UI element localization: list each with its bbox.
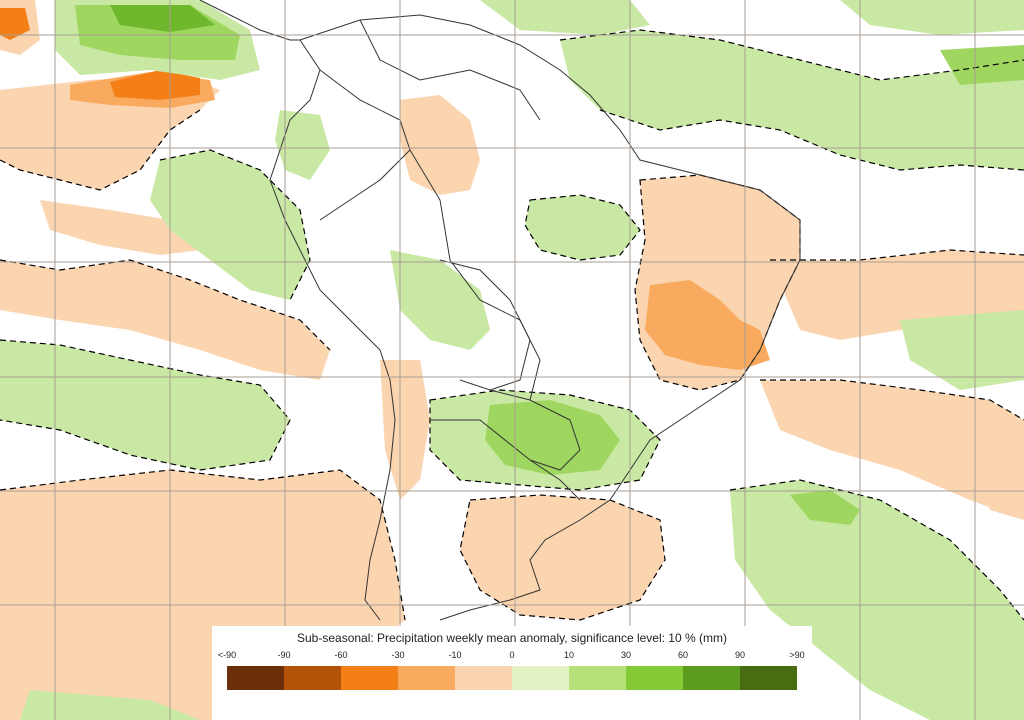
- negative-area-bolivia: [400, 95, 480, 195]
- positive-area-atlantic-northeast: [840, 0, 1024, 35]
- contour-paraguay: [429, 389, 661, 491]
- positive-strong-caribbean: [110, 5, 215, 32]
- positive-mid-atlantic: [790, 490, 860, 525]
- significance-contours: [0, 29, 1024, 621]
- legend-swatch: [227, 666, 284, 690]
- positive-mid-atlantic-north: [940, 45, 1024, 85]
- coastline-south-america-north: [299, 14, 801, 301]
- legend-tick-label: -60: [334, 650, 348, 660]
- contour-pacific-northwest-green: [159, 149, 311, 301]
- legend-tick-label: 60: [677, 650, 689, 660]
- legend-swatch: [512, 666, 569, 690]
- contour-pacific-southwest: [0, 469, 406, 621]
- legend-title: Sub-seasonal: Precipitation weekly mean …: [297, 631, 727, 645]
- legend-tick-label: -90: [277, 650, 291, 660]
- coastline-south-america-east: [439, 299, 781, 621]
- legend-tick-label: -10: [448, 650, 462, 660]
- legend: Sub-seasonal: Precipitation weekly mean …: [212, 626, 812, 720]
- negative-area-atlantic-south: [760, 380, 1024, 520]
- contour-pacific-north: [0, 109, 201, 191]
- negative-area-pacific-band: [40, 200, 200, 255]
- border-brazil-west: [409, 149, 541, 401]
- positive-area-colombia: [275, 110, 330, 180]
- border-colombia: [319, 69, 411, 221]
- legend-swatch: [341, 666, 398, 690]
- coastline-central-america: [199, 0, 300, 41]
- positive-area-atlantic-south: [730, 480, 1024, 720]
- legend-tick-label: 30: [620, 650, 632, 660]
- legend-swatch: [284, 666, 341, 690]
- contour-atlantic-southeast: [760, 379, 1024, 421]
- negative-mid-brazil: [645, 280, 770, 370]
- positive-area-amazon: [525, 195, 640, 260]
- legend-swatch: [626, 666, 683, 690]
- negative-area-atlantic-tip: [980, 470, 1024, 520]
- positive-area-atlantic-top: [480, 0, 650, 35]
- legend-swatch: [683, 666, 740, 690]
- positive-area-andes: [390, 250, 490, 350]
- contour-atlantic-east: [770, 249, 1024, 261]
- positive-area-atlantic-west: [900, 310, 1024, 390]
- legend-swatch: [740, 666, 797, 690]
- positive-area-pacific-west: [0, 340, 290, 470]
- coastlines: [199, 0, 801, 621]
- contour-pacific-west: [0, 259, 331, 351]
- contour-atlantic-north: [559, 29, 1024, 81]
- contour-pacific-green: [0, 339, 291, 471]
- coastline-south-america-west: [269, 39, 396, 621]
- negative-area-chile: [380, 360, 430, 500]
- contour-argentina: [459, 494, 666, 621]
- legend-ticks: <-90 -90 -60 -30 -10 0 10 30 60 90 >90: [212, 650, 812, 662]
- positive-area-south-pacific-bottom: [20, 690, 200, 720]
- legend-tick-label: <-90: [217, 650, 237, 660]
- border-paraguay: [489, 389, 581, 471]
- contour-atlantic-south: [729, 479, 1024, 621]
- contour-atlantic-north-lower: [599, 109, 1024, 171]
- negative-strong-pacific: [110, 70, 200, 100]
- legend-swatch: [398, 666, 455, 690]
- legend-tick-label: 0: [509, 650, 515, 660]
- legend-swatch: [455, 666, 512, 690]
- legend-swatch: [569, 666, 626, 690]
- legend-color-bar: [227, 666, 797, 690]
- legend-tick-label: 10: [563, 650, 575, 660]
- contour-amazon: [524, 194, 641, 261]
- border-argentina-north: [430, 419, 581, 501]
- border-venezuela: [359, 19, 541, 121]
- negative-area-pacific-west: [0, 260, 330, 380]
- legend-tick-label: -30: [391, 650, 405, 660]
- positive-mid-paraguay: [485, 400, 620, 475]
- negative-area-argentina: [460, 495, 665, 620]
- positive-area-atlantic-north: [560, 30, 1024, 170]
- legend-tick-label: >90: [789, 650, 805, 660]
- legend-tick-label: 90: [734, 650, 746, 660]
- negative-strong-northwest: [0, 8, 30, 40]
